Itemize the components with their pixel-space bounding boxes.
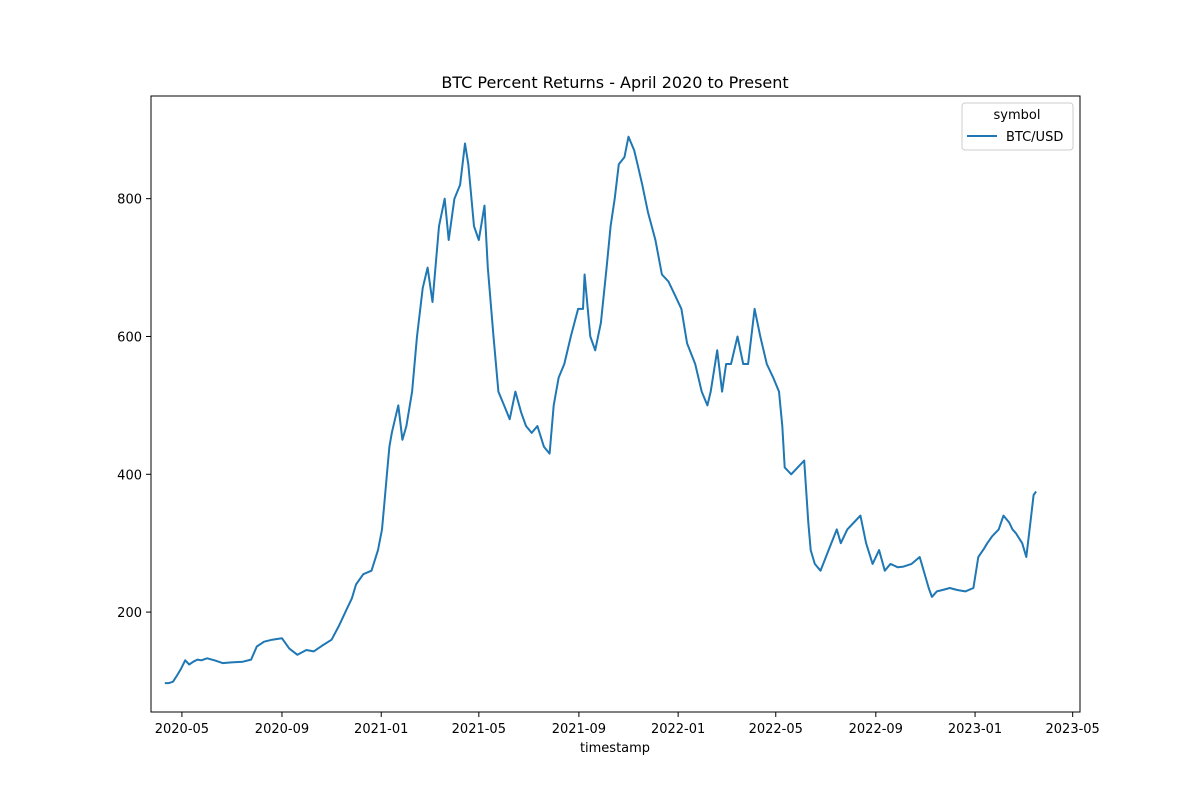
plot-area [164, 135, 1037, 685]
plot-frame [150, 95, 1081, 713]
x-axis-label: timestamp [580, 741, 650, 756]
legend-entry-btc-usd: BTC/USD [1006, 130, 1063, 145]
chart-title: BTC Percent Returns - April 2020 to Pres… [441, 73, 788, 92]
y-axis: 200 400 600 800 [117, 193, 151, 621]
x-tick-label: 2020-09 [255, 722, 309, 737]
x-tick-label: 2021-05 [452, 722, 506, 737]
x-tick-label: 2023-01 [948, 722, 1002, 737]
legend-title: symbol [994, 108, 1041, 123]
x-tick-label: 2022-09 [849, 722, 903, 737]
y-tick-label: 800 [117, 193, 142, 208]
x-tick-label: 2023-05 [1046, 722, 1100, 737]
y-tick-label: 200 [117, 606, 142, 621]
x-axis: 2020-05 2020-09 2021-01 2021-05 2021-09 2022-… [155, 712, 1100, 737]
series-line-btc-usd [164, 135, 1037, 685]
legend: symbol BTC/USD [961, 102, 1074, 151]
x-tick-label: 2021-01 [354, 722, 408, 737]
y-tick-label: 400 [117, 468, 142, 483]
y-tick-label: 600 [117, 330, 142, 345]
x-tick-label: 2022-01 [651, 722, 705, 737]
x-tick-label: 2021-09 [552, 722, 606, 737]
legend-box [961, 102, 1074, 151]
x-tick-label: 2022-05 [749, 722, 803, 737]
x-tick-label: 2020-05 [155, 722, 209, 737]
